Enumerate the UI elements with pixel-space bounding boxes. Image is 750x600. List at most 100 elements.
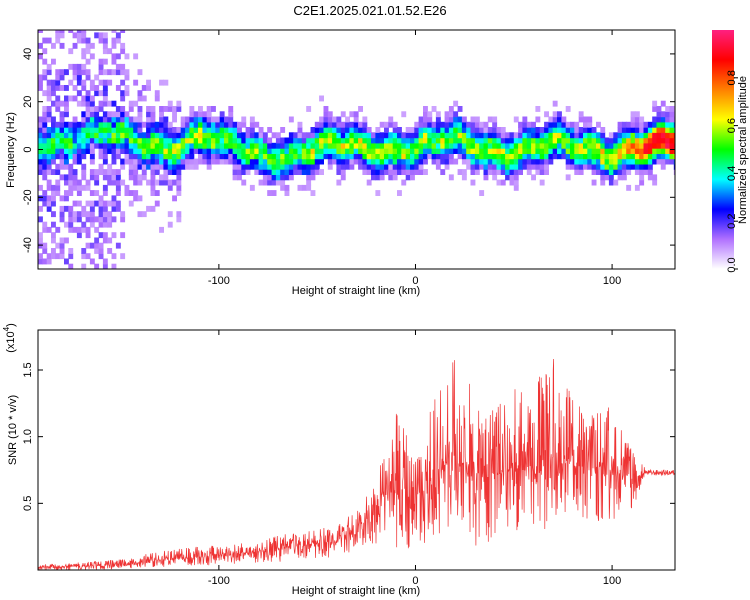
- heatmap-cell: [224, 116, 229, 123]
- heatmap-cell: [133, 127, 139, 133]
- heatmap-cell: [336, 153, 342, 160]
- heatmap-cell: [241, 179, 247, 186]
- heatmap-cell: [68, 169, 74, 175]
- heatmap-cell: [557, 121, 562, 128]
- heatmap-cell: [570, 158, 575, 165]
- heatmap-cell: [345, 121, 350, 128]
- heatmap-cell: [154, 158, 160, 165]
- heatmap-cell: [293, 163, 299, 170]
- heatmap-cell: [384, 153, 389, 160]
- heatmap-cell: [137, 158, 143, 165]
- heatmap-cell: [215, 127, 221, 133]
- heatmap-cell: [453, 148, 459, 154]
- heatmap-cell: [621, 142, 627, 149]
- heatmap-cell: [189, 121, 195, 128]
- heatmap-cell: [176, 174, 182, 181]
- heatmap-cell: [444, 111, 450, 118]
- heatmap-cell: [94, 174, 100, 181]
- heatmap-cell: [647, 127, 653, 133]
- heatmap-cell: [206, 137, 212, 144]
- heatmap-cell: [232, 142, 238, 149]
- heatmap-cell: [107, 237, 113, 244]
- heatmap-cell: [115, 127, 121, 133]
- heatmap-cell: [180, 148, 186, 154]
- heatmap-cell: [189, 106, 195, 112]
- heatmap-cell: [72, 211, 78, 218]
- heatmap-cell: [55, 69, 61, 76]
- heatmap-cell: [176, 163, 182, 170]
- y-tick-label: 40: [22, 48, 34, 60]
- heatmap-cell: [647, 158, 653, 165]
- snr-x-ticks: -100 0 100: [208, 330, 621, 587]
- heatmap-cell: [544, 111, 549, 118]
- heatmap-cell: [159, 158, 164, 165]
- heatmap-cell: [340, 132, 346, 139]
- heatmap-cell: [565, 153, 571, 160]
- heatmap-cell: [539, 158, 545, 165]
- x-tick-label: 0: [412, 275, 418, 287]
- heatmap-cell: [319, 158, 324, 165]
- heatmap-cell: [89, 127, 95, 133]
- heatmap-cell: [397, 169, 402, 175]
- heatmap-cell: [509, 169, 515, 175]
- heatmap-cell: [375, 132, 381, 139]
- heatmap-cell: [492, 121, 498, 128]
- heatmap-cell: [89, 158, 95, 165]
- heatmap-cell: [185, 163, 190, 170]
- heatmap-cell: [167, 142, 173, 149]
- heatmap-cell: [427, 148, 433, 154]
- colorbar: 0.00.20.40.60.8 Normalized spectral ampl…: [712, 30, 749, 273]
- heatmap-cell: [483, 142, 489, 149]
- heatmap-cell: [608, 158, 614, 165]
- heatmap-cell: [552, 116, 558, 123]
- heatmap-cell: [111, 42, 117, 49]
- heatmap-cell: [375, 174, 381, 181]
- heatmap-cell: [111, 37, 117, 44]
- heatmap-cell: [81, 142, 87, 149]
- heatmap-cell: [608, 174, 614, 181]
- heatmap-cell: [167, 100, 173, 107]
- heatmap-cell: [81, 163, 87, 170]
- heatmap-cell: [176, 190, 182, 196]
- heatmap-cell: [115, 190, 121, 196]
- heatmap-cell: [206, 142, 212, 149]
- heatmap-cell: [42, 200, 48, 207]
- heatmap-cell: [479, 153, 485, 160]
- heatmap-cell: [232, 148, 238, 154]
- heatmap-cell: [669, 148, 675, 154]
- heatmap-cell: [418, 127, 424, 133]
- heatmap-cell: [561, 137, 567, 144]
- heatmap-cell: [418, 132, 424, 139]
- heatmap-cell: [660, 142, 666, 149]
- heatmap-cell: [643, 142, 649, 149]
- heatmap-cell: [587, 163, 593, 170]
- heatmap-cell: [102, 95, 108, 102]
- heatmap-cell: [102, 100, 108, 107]
- heatmap-cell: [583, 153, 588, 160]
- heatmap-cell: [46, 90, 52, 97]
- heatmap-cell: [85, 121, 91, 128]
- heatmap-cell: [505, 153, 510, 160]
- heatmap-cell: [115, 242, 121, 249]
- heatmap-cell: [301, 163, 307, 170]
- heatmap-cell: [280, 169, 286, 175]
- heatmap-cell: [237, 174, 242, 181]
- heatmap-cell: [643, 153, 649, 160]
- heatmap-cell: [583, 121, 588, 128]
- heatmap-cell: [150, 190, 156, 196]
- heatmap-cell: [513, 116, 519, 123]
- heatmap-cell: [102, 121, 108, 128]
- heatmap-cell: [284, 174, 290, 181]
- heatmap-cell: [410, 174, 415, 181]
- heatmap-cell: [64, 221, 69, 228]
- heatmap-cell: [38, 53, 43, 60]
- heatmap-cell: [466, 127, 472, 133]
- heatmap-cell: [660, 163, 666, 170]
- heatmap-cell: [639, 116, 645, 123]
- heatmap-cell: [94, 142, 100, 149]
- heatmap-cell: [466, 142, 472, 149]
- heatmap-cell: [371, 153, 376, 160]
- heatmap-cell: [591, 148, 597, 154]
- heatmap-cell: [59, 121, 65, 128]
- heatmap-cell: [665, 116, 671, 123]
